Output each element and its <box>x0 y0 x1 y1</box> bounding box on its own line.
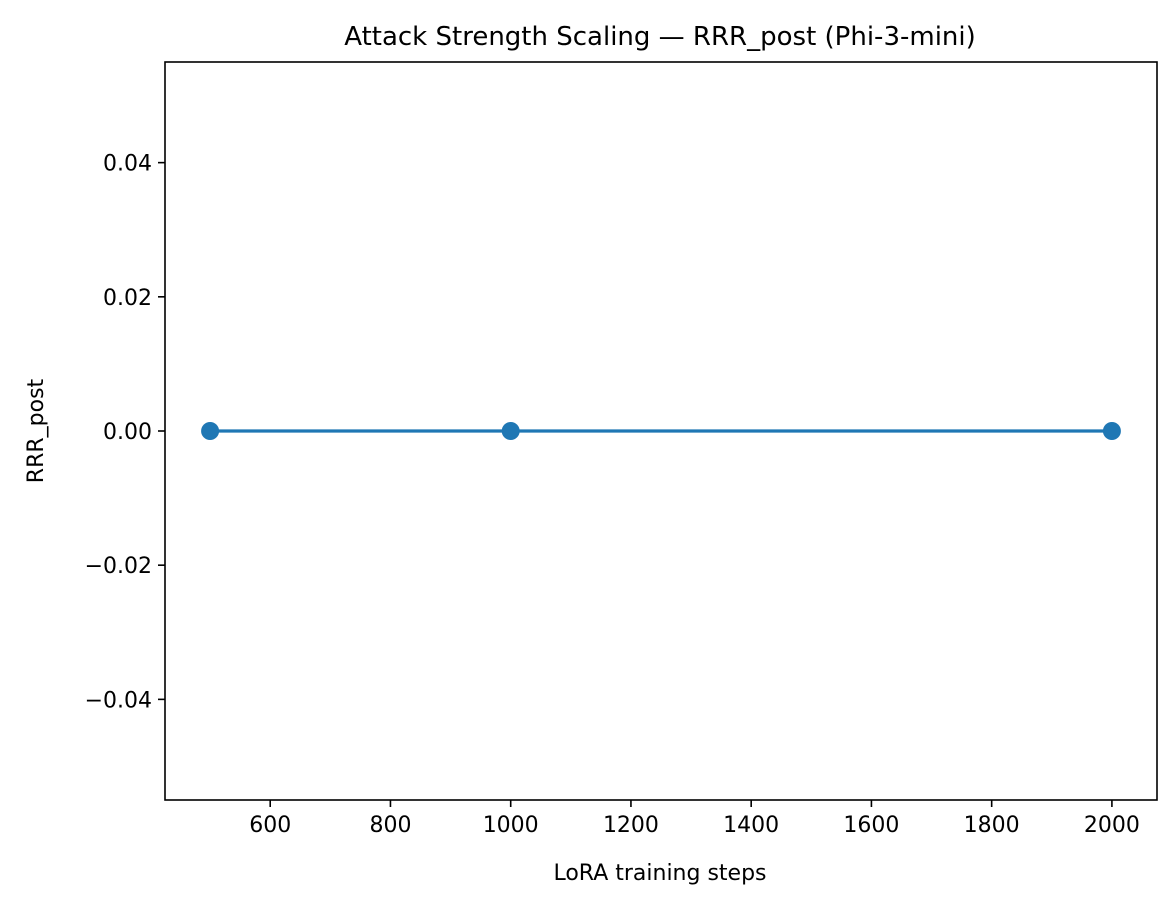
data-point <box>1102 422 1121 440</box>
y-axis-label: RRR_post <box>24 378 49 483</box>
x-tick-label: 1400 <box>723 813 779 838</box>
y-axis-ticks: −0.04 −0.02 0.00 0.02 0.04 <box>85 152 165 713</box>
data-point <box>501 422 520 440</box>
series-layer <box>201 422 1121 440</box>
y-tick-label: −0.02 <box>85 554 152 579</box>
x-tick-label: 600 <box>249 813 291 838</box>
chart-title: Attack Strength Scaling — RRR_post (Phi-… <box>344 22 976 52</box>
y-tick-label: 0.02 <box>103 286 152 311</box>
x-tick-label: 1600 <box>843 813 899 838</box>
x-tick-label: 800 <box>369 813 411 838</box>
x-tick-label: 1000 <box>483 813 539 838</box>
data-point <box>201 422 220 440</box>
x-tick-label: 1200 <box>603 813 659 838</box>
y-tick-label: 0.04 <box>103 152 152 177</box>
x-axis-label: LoRA training steps <box>553 861 766 886</box>
y-tick-label: −0.04 <box>85 688 152 713</box>
x-tick-label: 2000 <box>1084 813 1140 838</box>
x-axis-ticks: 600 800 1000 1200 1400 1600 1800 2000 <box>249 800 1140 838</box>
x-tick-label: 1800 <box>964 813 1020 838</box>
y-tick-label: 0.00 <box>103 420 152 445</box>
